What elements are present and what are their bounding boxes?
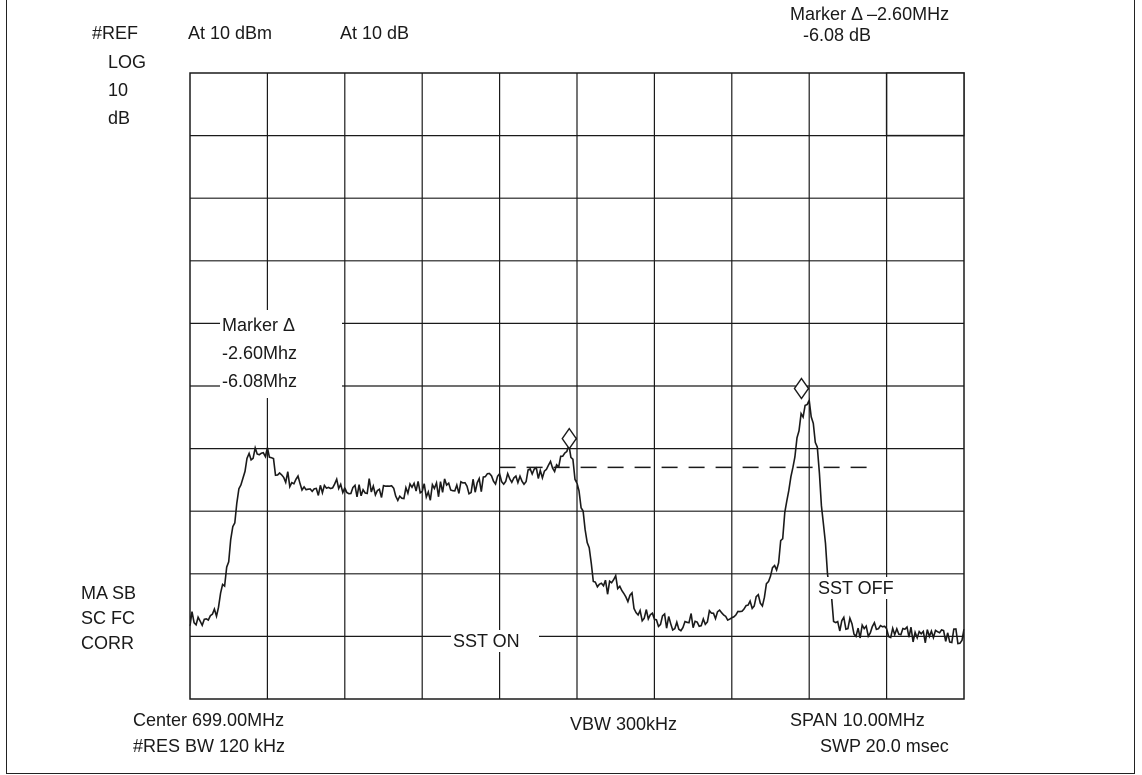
footer-span: SPAN 10.00MHz — [790, 710, 925, 730]
marker-delta-value: -6.08 dB — [803, 25, 872, 45]
footer-vbw: VBW 300kHz — [570, 714, 678, 734]
footer-res-bw: #RES BW 120 kHz — [133, 736, 286, 756]
marker-corner-box — [885, 72, 965, 137]
marker-delta-title: Marker Δ –2.60MHz — [790, 4, 950, 24]
marker-note-line-1: -2.60Mhz — [222, 343, 297, 363]
marker-symbols — [561, 377, 810, 450]
status-line-3: CORR — [81, 633, 134, 653]
footer-center: Center 699.00MHz — [133, 710, 285, 730]
marker-diamond-icon — [561, 427, 578, 450]
ref-label: #REF — [92, 23, 139, 43]
attenuation-ref-label: At 10 dBm — [188, 23, 273, 43]
sst-off-label: SST OFF — [818, 578, 894, 598]
trace-line — [189, 397, 965, 645]
scale-mode: LOG — [108, 52, 147, 72]
scale-per-div: 10 — [108, 80, 129, 100]
status-line-2: SC FC — [81, 608, 135, 628]
footer-sweep: SWP 20.0 msec — [820, 736, 949, 756]
status-line-1: MA SB — [81, 583, 137, 603]
scale-unit: dB — [108, 108, 131, 128]
marker-note-title: Marker Δ — [222, 315, 295, 335]
marker-note-line-2: -6.08Mhz — [222, 371, 297, 391]
marker-note: Marker Δ -2.60Mhz -6.08Mhz — [220, 310, 342, 398]
analyzer-frame — [6, 0, 1135, 774]
sst-on-label: SST ON — [453, 631, 520, 651]
marker-diamond-icon — [793, 377, 810, 400]
attenuation-label: At 10 dB — [340, 23, 410, 43]
